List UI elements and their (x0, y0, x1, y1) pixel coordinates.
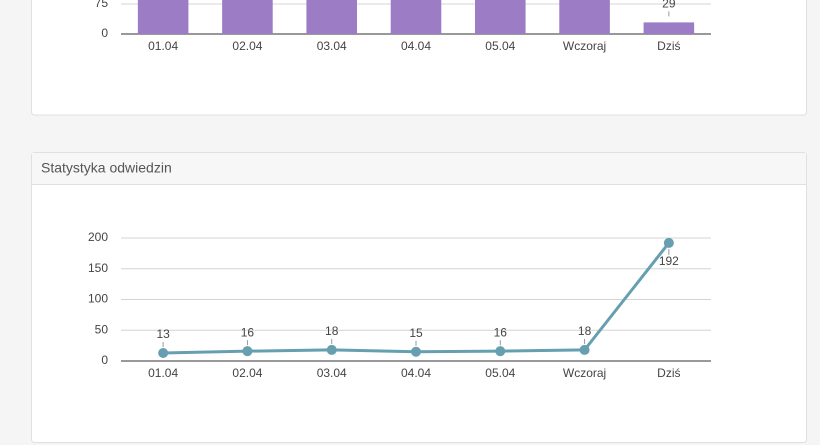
value-label: 16 (494, 325, 508, 339)
point (579, 344, 590, 355)
x-tick-label: 02.04 (232, 366, 262, 380)
x-tick-label: 05.04 (485, 366, 515, 380)
value-label: 16 (241, 325, 255, 339)
x-tick-label: Dziś (657, 366, 680, 380)
x-tick-label: 02.04 (232, 39, 262, 53)
card (31, 152, 807, 443)
y-tick-label: 0 (101, 353, 108, 367)
bar (475, 0, 526, 34)
y-tick-label: 75 (95, 0, 109, 10)
point (663, 237, 674, 248)
bar (222, 0, 273, 34)
x-tick-label: 03.04 (317, 39, 347, 53)
y-tick-label: 200 (88, 230, 108, 244)
value-label: 13 (156, 327, 170, 341)
value-label: 18 (325, 324, 339, 338)
x-tick-label: Wczoraj (563, 39, 606, 53)
bar (643, 22, 695, 34)
point (242, 346, 253, 357)
y-tick-label: 0 (101, 26, 108, 40)
x-tick-label: Wczoraj (563, 366, 606, 380)
value-label: 192 (659, 254, 679, 268)
bar (390, 0, 442, 34)
x-tick-label: Dziś (657, 39, 680, 53)
point (411, 346, 421, 357)
x-tick-label: 05.04 (485, 39, 515, 53)
y-tick-label: 50 (95, 322, 109, 336)
point (326, 344, 337, 355)
value-label: 29 (662, 0, 676, 11)
y-tick-label: 100 (88, 292, 108, 306)
x-tick-label: 03.04 (317, 366, 347, 380)
x-tick-label: 04.04 (401, 366, 431, 380)
card-title: Statystyka odwiedzin (41, 160, 172, 176)
bar (559, 0, 610, 34)
point (158, 348, 169, 359)
bar (137, 0, 189, 34)
point (495, 346, 506, 357)
x-tick-label: 04.04 (401, 39, 431, 53)
y-tick-label: 150 (88, 261, 108, 275)
value-label: 15 (409, 326, 423, 340)
x-tick-label: 01.04 (148, 366, 178, 380)
value-label: 18 (578, 324, 592, 338)
bar (306, 0, 357, 34)
x-tick-label: 01.04 (148, 39, 178, 53)
card-header (32, 153, 806, 184)
